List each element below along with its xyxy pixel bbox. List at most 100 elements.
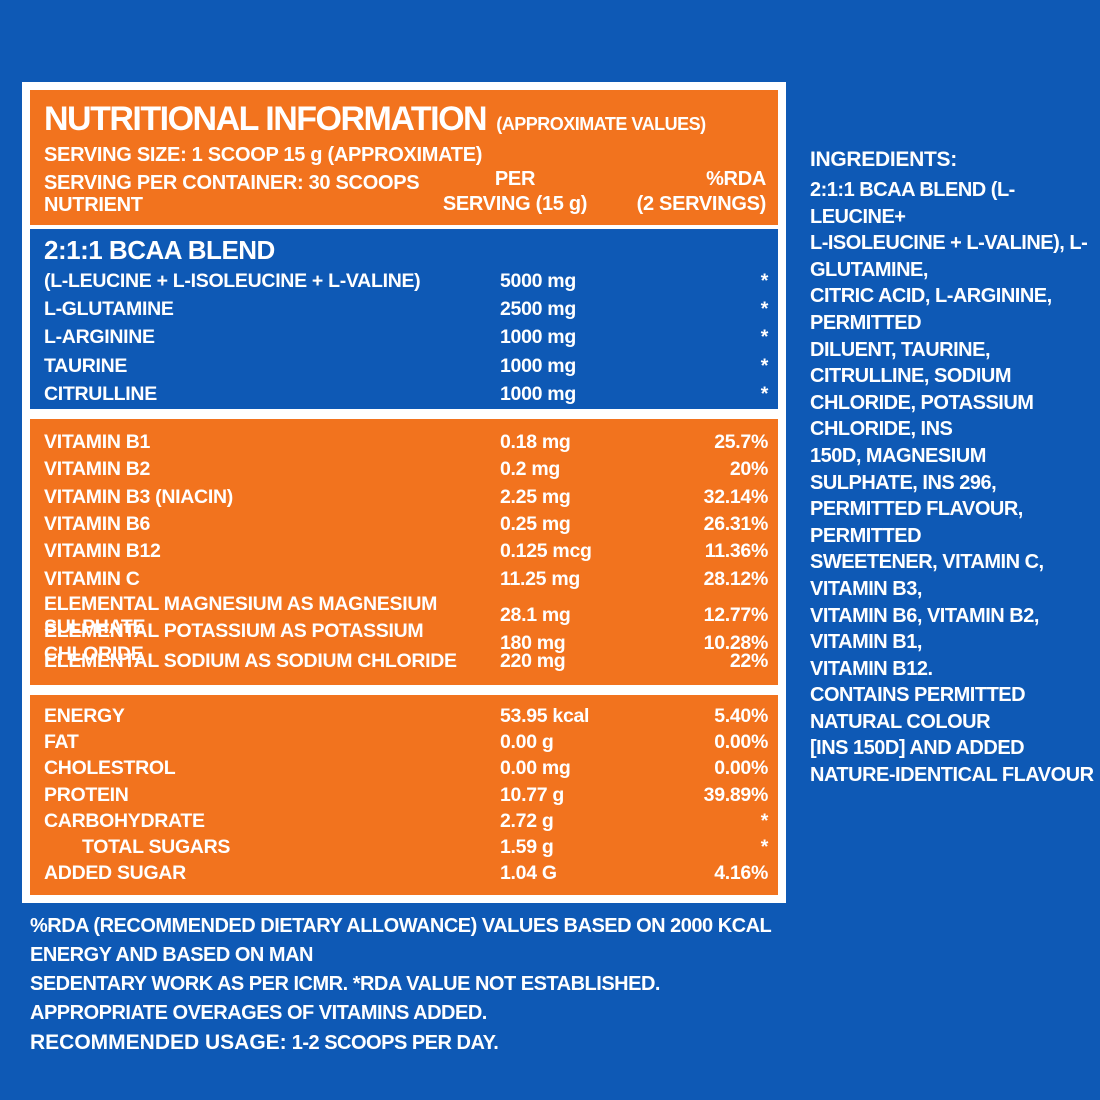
nutrient-label: L-GLUTAMINE — [44, 298, 174, 321]
rda-value: 0.00% — [714, 730, 768, 753]
table-row: ELEMENTAL POTASSIUM AS POTASSIUM CHLORID… — [30, 620, 778, 665]
column-header-rda: %RDA (2 SERVINGS) — [636, 167, 767, 217]
per-line2: SERVING (15 g) — [442, 193, 588, 215]
rda-value: 10.28% — [703, 631, 769, 654]
table-row: VITAMIN C 11.25 mg 28.12% — [30, 565, 778, 592]
rda-footnote-line1: %RDA (RECOMMENDED DIETARY ALLOWANCE) VAL… — [30, 915, 771, 966]
ingredients-text: 2:1:1 BCAA BLEND (L-LEUCINE+ L-ISOLEUCIN… — [810, 179, 1094, 787]
per-serving-value: 1000 mg — [500, 383, 576, 406]
table-row: VITAMIN B12 0.125 mcg 11.36% — [30, 538, 778, 565]
table-row: TAURINE 1000 mg * — [30, 352, 778, 380]
table-row: CARBOHYDRATE 2.72 g * — [30, 808, 778, 834]
nutrient-label: ENERGY — [44, 704, 125, 727]
nutrient-label: ELEMENTAL POTASSIUM AS POTASSIUM CHLORID… — [44, 620, 424, 666]
nutrient-label: ELEMENTAL MAGNESIUM AS MAGNESIUM SULPHAT… — [44, 592, 438, 638]
per-serving-value: 180 mg — [500, 631, 566, 654]
per-serving-value: 0.125 mcg — [500, 540, 592, 563]
per-serving-value: 0.25 mg — [500, 513, 571, 536]
per-serving-value: 0.00 mg — [500, 757, 571, 780]
nutrient-label: CITRULLINE — [44, 383, 157, 406]
per-serving-value: 2.72 g — [500, 809, 554, 832]
ingredients-block: INGREDIENTS: 2:1:1 BCAA BLEND (L-LEUCINE… — [810, 148, 1098, 789]
table-row: FAT 0.00 g 0.00% — [30, 729, 778, 755]
nutrient-label: PROTEIN — [44, 783, 129, 806]
per-serving-value: 1000 mg — [500, 326, 576, 349]
per-serving-value: 10.77 g — [500, 783, 565, 806]
table-row: TOTAL SUGARS 1.59 g * — [30, 834, 778, 860]
nutrient-label: VITAMIN B6 — [44, 513, 151, 536]
table-row: CITRULLINE 1000 mg * — [30, 381, 778, 409]
table-row: VITAMIN B6 0.25 mg 26.31% — [30, 511, 778, 538]
ingredients-heading: INGREDIENTS: — [810, 148, 957, 171]
rda-value: 39.89% — [703, 783, 769, 806]
rda-value: 11.36% — [704, 540, 769, 563]
rda-value: 5.40% — [714, 704, 768, 727]
rda-footnote-line2: SEDENTARY WORK AS PER ICMR. *RDA VALUE N… — [30, 973, 660, 995]
rda-value: * — [760, 354, 769, 377]
column-header-nutrient: NUTRIENT — [44, 194, 143, 216]
table-row: L-GLUTAMINE 2500 mg * — [30, 295, 778, 323]
table-row: VITAMIN B3 (NIACIN) 2.25 mg 32.14% — [30, 484, 778, 511]
per-serving-value: 0.2 mg — [500, 458, 560, 481]
nutrient-label: CARBOHYDRATE — [44, 809, 205, 832]
rda-value: 26.31% — [703, 513, 769, 536]
nutrient-label: TOTAL SUGARS — [82, 836, 231, 859]
rda-line1: %RDA — [706, 168, 766, 190]
panel-header: NUTRITIONAL INFORMATION (APPROXIMATE VAL… — [30, 90, 778, 225]
bcaa-section-title: 2:1:1 BCAA BLEND — [44, 235, 275, 265]
nutrient-label: (L-LEUCINE + L-ISOLEUCINE + L-VALINE) — [44, 269, 421, 292]
rda-value: * — [760, 383, 769, 406]
per-serving-value: 2500 mg — [500, 298, 576, 321]
nutrition-panel: NUTRITIONAL INFORMATION (APPROXIMATE VAL… — [22, 82, 786, 903]
table-row: ELEMENTAL SODIUM AS SODIUM CHLORIDE 220 … — [30, 647, 778, 674]
per-line1: PER — [494, 168, 536, 190]
nutrient-label: VITAMIN B1 — [44, 431, 151, 454]
per-serving-value: 220 mg — [500, 649, 566, 672]
nutrient-label: ELEMENTAL SODIUM AS SODIUM CHLORIDE — [44, 649, 457, 672]
table-row: ADDED SUGAR 1.04 G 4.16% — [30, 861, 778, 887]
table-row: (L-LEUCINE + L-ISOLEUCINE + L-VALINE) 50… — [30, 267, 778, 295]
table-row: ELEMENTAL MAGNESIUM AS MAGNESIUM SULPHAT… — [30, 593, 778, 638]
usage-footnote: RECOMMENDED USAGE: 1-2 SCOOPS PER DAY. — [30, 1028, 780, 1058]
per-serving-value: 28.1 mg — [500, 604, 571, 627]
nutrient-label: CHOLESTROL — [44, 757, 176, 780]
rda-value: 0.00% — [714, 757, 768, 780]
usage-text: 1-2 SCOOPS PER DAY. — [291, 1032, 499, 1054]
rda-value: * — [760, 836, 769, 859]
serving-size-line: SERVING SIZE: 1 SCOOP 15 g (APPROXIMATE) — [44, 144, 483, 166]
rda-value: 32.14% — [703, 485, 769, 508]
panel-title: NUTRITIONAL INFORMATION — [44, 100, 488, 138]
usage-label: RECOMMENDED USAGE: — [30, 1031, 287, 1054]
bcaa-section: 2:1:1 BCAA BLEND (L-LEUCINE + L-ISOLEUCI… — [30, 229, 778, 409]
overages-footnote: APPROPRIATE OVERAGES OF VITAMINS ADDED. — [30, 1002, 487, 1024]
vitamins-section: VITAMIN B1 0.18 mg 25.7% VITAMIN B2 0.2 … — [30, 419, 778, 685]
rda-value: * — [760, 809, 769, 832]
rda-value: * — [760, 269, 769, 292]
nutrient-label: VITAMIN B12 — [44, 540, 161, 563]
table-row: VITAMIN B1 0.18 mg 25.7% — [30, 429, 778, 456]
per-serving-value: 1.59 g — [500, 836, 554, 859]
per-serving-value: 53.95 kcal — [500, 704, 590, 727]
table-row: L-ARGININE 1000 mg * — [30, 324, 778, 352]
energy-section: ENERGY 53.95 kcal 5.40% FAT 0.00 g 0.00%… — [30, 695, 778, 895]
nutrient-label: ADDED SUGAR — [44, 862, 186, 885]
panel-title-suffix: (APPROXIMATE VALUES) — [496, 114, 706, 134]
nutrient-label: VITAMIN B2 — [44, 458, 151, 481]
per-serving-value: 1000 mg — [500, 354, 576, 377]
per-serving-value: 11.25 mg — [500, 567, 580, 590]
per-serving-value: 0.18 mg — [500, 431, 571, 454]
footnotes-block: %RDA (RECOMMENDED DIETARY ALLOWANCE) VAL… — [30, 912, 780, 1058]
rda-value: * — [760, 298, 769, 321]
rda-line2: (2 SERVINGS) — [636, 193, 767, 215]
rda-value: 12.77% — [703, 604, 769, 627]
nutrient-label: VITAMIN B3 (NIACIN) — [44, 485, 233, 508]
per-serving-value: 2.25 mg — [500, 485, 571, 508]
column-header-per-serving: PER SERVING (15 g) — [430, 167, 600, 217]
title-row: NUTRITIONAL INFORMATION (APPROXIMATE VAL… — [44, 100, 768, 139]
rda-value: 25.7% — [714, 431, 768, 454]
nutrient-label: FAT — [44, 730, 79, 753]
per-serving-value: 1.04 G — [500, 862, 557, 885]
per-serving-value: 0.00 g — [500, 730, 554, 753]
per-serving-value: 5000 mg — [500, 269, 576, 292]
